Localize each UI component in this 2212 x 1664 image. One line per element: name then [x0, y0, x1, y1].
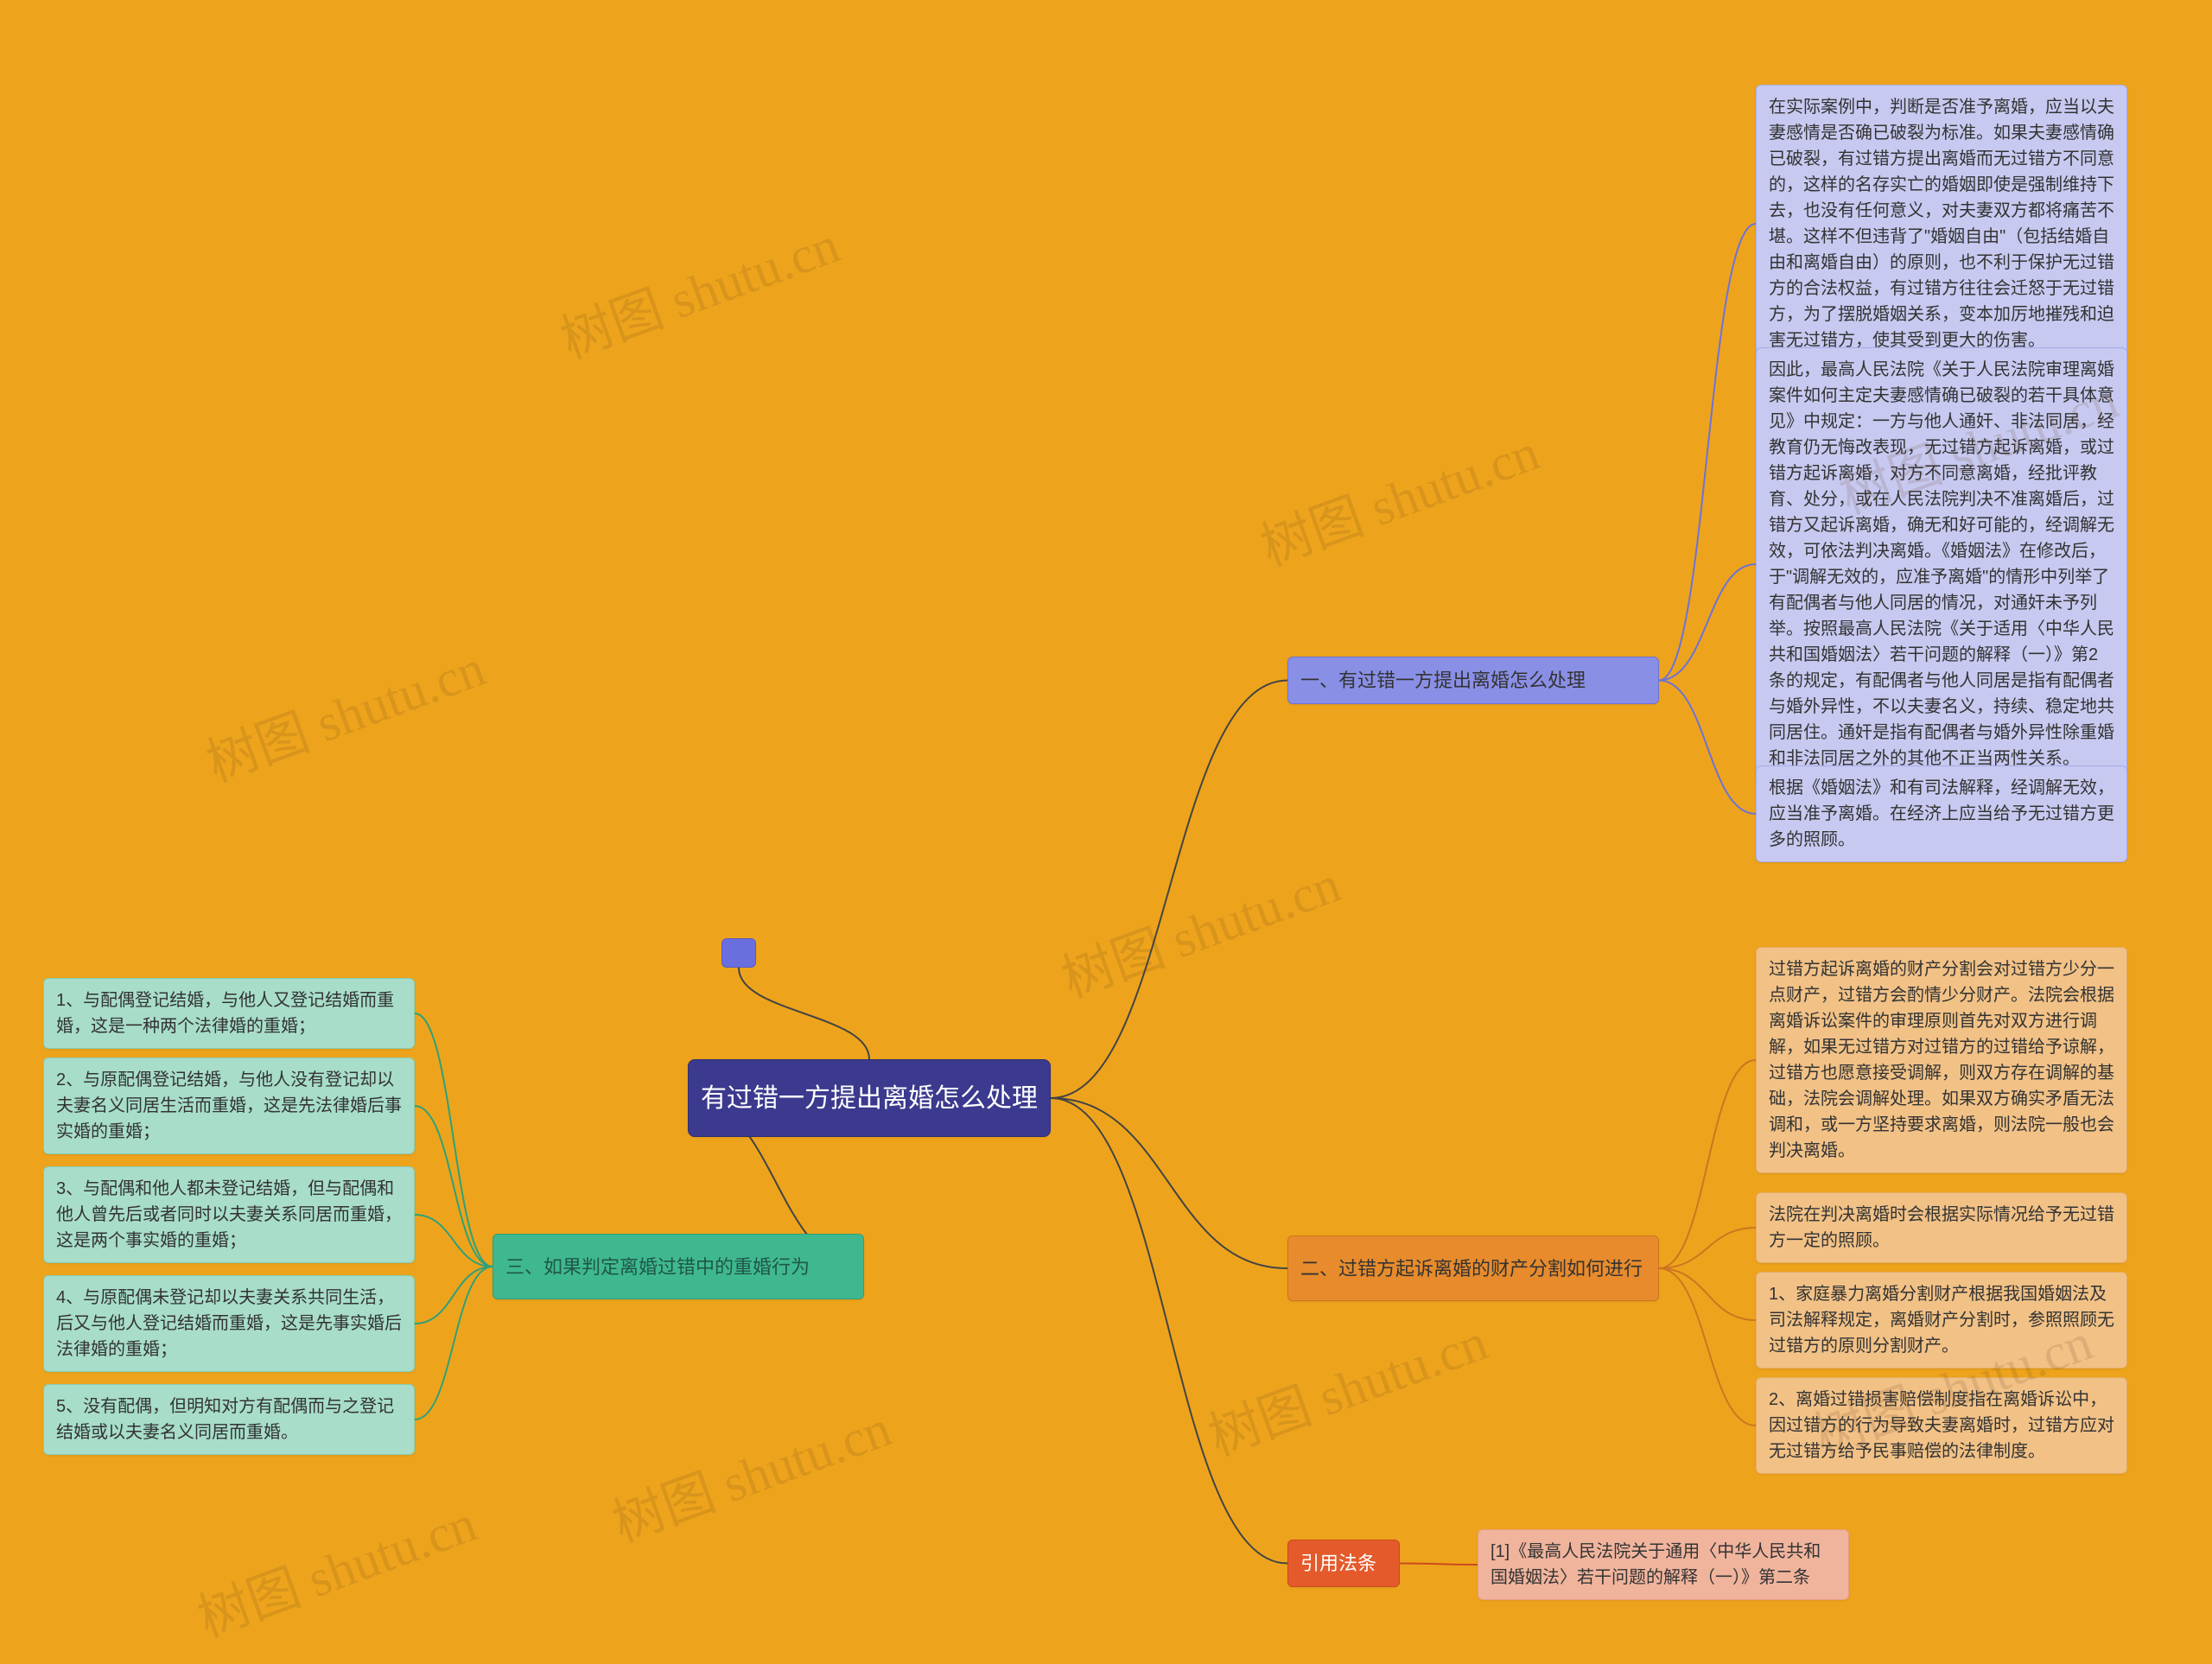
branch-2-child-1[interactable]: 过错方起诉离婚的财产分割会对过错方少分一点财产，过错方会酌情少分财产。法院会根据… — [1756, 947, 2127, 1173]
branch-citation-child-1[interactable]: [1]《最高人民法院关于通用〈中华人民共和国婚姻法〉若干问题的解释（一）》第二条 — [1478, 1529, 1849, 1600]
branch-3-label: 三、如果判定离婚过错中的重婚行为 — [505, 1253, 810, 1281]
branch-3-child-5[interactable]: 5、没有配偶，但明知对方有配偶而与之登记结婚或以夫妻名义同居而重婚。 — [43, 1384, 415, 1455]
branch-3[interactable]: 三、如果判定离婚过错中的重婚行为 — [493, 1234, 864, 1299]
branch-3-child-3[interactable]: 3、与配偶和他人都未登记结婚，但与配偶和他人曾先后或者同时以夫妻关系同居而重婚，… — [43, 1166, 415, 1263]
branch-1-child-2[interactable]: 因此，最高人民法院《关于人民法院审理离婚案件如何主定夫妻感情确已破裂的若干具体意… — [1756, 347, 2127, 781]
branch-1-child-3[interactable]: 根据《婚姻法》和有司法解释，经调解无效，应当准予离婚。在经济上应当给予无过错方更… — [1756, 765, 2127, 862]
branch-1-child-3-text: 根据《婚姻法》和有司法解释，经调解无效，应当准予离婚。在经济上应当给予无过错方更… — [1769, 775, 2114, 853]
branch-3-child-2-text: 2、与原配偶登记结婚，与他人没有登记却以夫妻名义同居生活而重婚，这是先法律婚后事… — [56, 1067, 402, 1145]
branch-citation[interactable]: 引用法条 — [1287, 1540, 1400, 1587]
center-node-label: 有过错一方提出离婚怎么处理 — [701, 1079, 1038, 1118]
branch-2-label: 二、过错方起诉离婚的财产分割如何进行 — [1300, 1254, 1643, 1283]
branch-1-child-1[interactable]: 在实际案例中，判断是否准予离婚，应当以夫妻感情是否确已破裂为标准。如果夫妻感情确… — [1756, 85, 2127, 363]
branch-3-child-4-text: 4、与原配偶未登记却以夫妻关系共同生活，后又与他人登记结婚而重婚，这是先事实婚后… — [56, 1285, 402, 1362]
branch-3-child-2[interactable]: 2、与原配偶登记结婚，与他人没有登记却以夫妻名义同居生活而重婚，这是先法律婚后事… — [43, 1057, 415, 1154]
branch-2-child-2[interactable]: 法院在判决离婚时会根据实际情况给予无过错方一定的照顾。 — [1756, 1192, 2127, 1263]
branch-1-label: 一、有过错一方提出离婚怎么处理 — [1300, 666, 1586, 695]
branch-1-child-2-text: 因此，最高人民法院《关于人民法院审理离婚案件如何主定夫妻感情确已破裂的若干具体意… — [1769, 357, 2114, 772]
branch-2-child-3-text: 1、家庭暴力离婚分割财产根据我国婚姻法及司法解释规定，离婚财产分割时，参照照顾无… — [1769, 1281, 2114, 1359]
center-node[interactable]: 有过错一方提出离婚怎么处理 — [688, 1059, 1051, 1137]
branch-3-child-3-text: 3、与配偶和他人都未登记结婚，但与配偶和他人曾先后或者同时以夫妻关系同居而重婚，… — [56, 1176, 402, 1254]
branch-3-child-4[interactable]: 4、与原配偶未登记却以夫妻关系共同生活，后又与他人登记结婚而重婚，这是先事实婚后… — [43, 1275, 415, 1372]
branch-citation-label: 引用法条 — [1300, 1549, 1376, 1578]
branch-2-child-3[interactable]: 1、家庭暴力离婚分割财产根据我国婚姻法及司法解释规定，离婚财产分割时，参照照顾无… — [1756, 1272, 2127, 1369]
branch-2-child-4-text: 2、离婚过错损害赔偿制度指在离婚诉讼中，因过错方的行为导致夫妻离婚时，过错方应对… — [1769, 1387, 2114, 1464]
branch-2[interactable]: 二、过错方起诉离婚的财产分割如何进行 — [1287, 1235, 1659, 1301]
branch-2-child-2-text: 法院在判决离婚时会根据实际情况给予无过错方一定的照顾。 — [1769, 1202, 2114, 1254]
branch-3-child-1-text: 1、与配偶登记结婚，与他人又登记结婚而重婚，这是一种两个法律婚的重婚； — [56, 988, 402, 1039]
root-knob — [721, 938, 756, 968]
branch-citation-child-1-text: [1]《最高人民法院关于通用〈中华人民共和国婚姻法〉若干问题的解释（一）》第二条 — [1491, 1539, 1836, 1591]
branch-3-child-5-text: 5、没有配偶，但明知对方有配偶而与之登记结婚或以夫妻名义同居而重婚。 — [56, 1394, 402, 1445]
branch-1-child-1-text: 在实际案例中，判断是否准予离婚，应当以夫妻感情是否确已破裂为标准。如果夫妻感情确… — [1769, 94, 2114, 353]
branch-2-child-4[interactable]: 2、离婚过错损害赔偿制度指在离婚诉讼中，因过错方的行为导致夫妻离婚时，过错方应对… — [1756, 1377, 2127, 1474]
branch-1[interactable]: 一、有过错一方提出离婚怎么处理 — [1287, 657, 1659, 704]
branch-3-child-1[interactable]: 1、与配偶登记结婚，与他人又登记结婚而重婚，这是一种两个法律婚的重婚； — [43, 978, 415, 1049]
branch-2-child-1-text: 过错方起诉离婚的财产分割会对过错方少分一点财产，过错方会酌情少分财产。法院会根据… — [1769, 956, 2114, 1164]
